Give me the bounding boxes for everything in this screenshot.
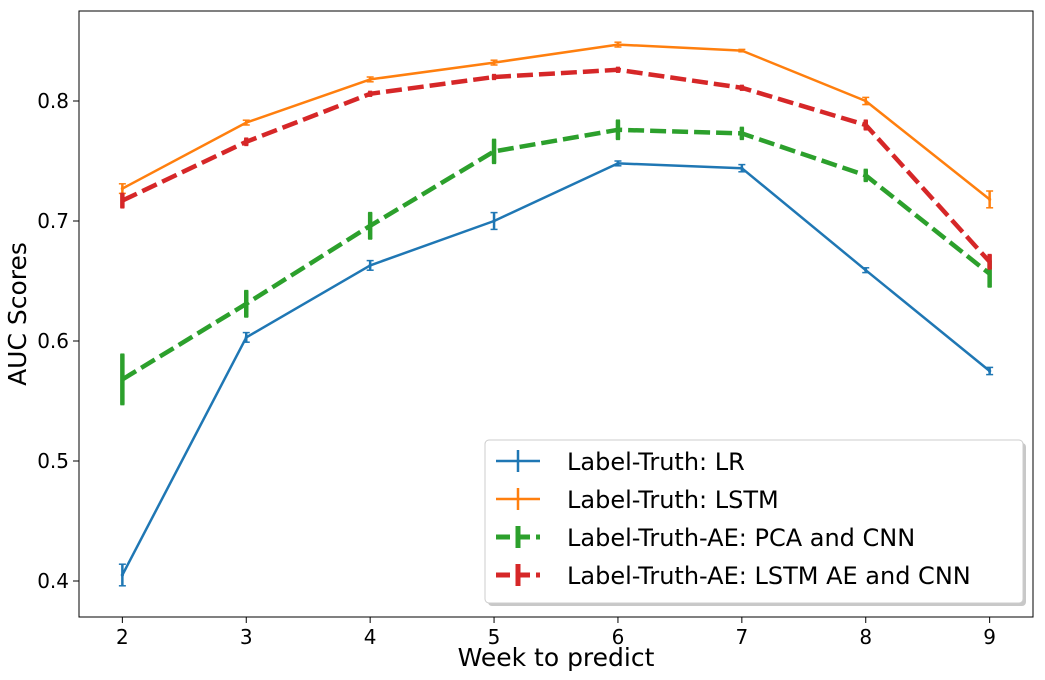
- data-point: [864, 123, 868, 127]
- axes-frame: [78, 10, 1034, 618]
- data-point: [740, 166, 744, 170]
- x-tick-label: 7: [735, 625, 748, 649]
- legend-label: Label-Truth-AE: LSTM AE and CNN: [567, 562, 971, 590]
- data-point: [120, 377, 124, 381]
- data-point: [740, 49, 744, 53]
- x-axis-label: Week to predict: [458, 643, 655, 672]
- x-tick-label: 3: [240, 625, 253, 649]
- legend-box: [484, 439, 1024, 604]
- data-point: [120, 573, 124, 577]
- y-tick-label: 0.5: [37, 449, 69, 473]
- x-tick-label: 6: [612, 625, 625, 649]
- data-point: [492, 61, 496, 65]
- x-axis: 2 3 4 5 6 7 8 9: [116, 617, 996, 649]
- series-3: [120, 119, 992, 406]
- data-point: [244, 140, 248, 144]
- x-tick-label: 4: [364, 625, 377, 649]
- data-point: [988, 369, 992, 373]
- data-point: [864, 99, 868, 103]
- y-axis-label: AUC Scores: [3, 242, 32, 386]
- x-tick-label: 2: [116, 625, 129, 649]
- data-point: [368, 224, 372, 228]
- series-4: [120, 66, 992, 270]
- series-line: [121, 43, 991, 201]
- x-tick-label: 9: [983, 625, 996, 649]
- series-line: [121, 162, 991, 576]
- x-tick-label: 5: [488, 625, 501, 649]
- data-point: [244, 121, 248, 125]
- data-point: [616, 161, 620, 165]
- x-tick-label: 8: [859, 625, 872, 649]
- data-point: [492, 75, 496, 79]
- data-point: [492, 149, 496, 153]
- y-axis: 0.4 0.5 0.6 0.7 0.8: [37, 89, 79, 593]
- data-point: [244, 302, 248, 306]
- data-point: [616, 43, 620, 47]
- series-2: [118, 41, 994, 209]
- y-tick-label: 0.8: [37, 89, 69, 113]
- data-point: [492, 219, 496, 223]
- series-line: [121, 67, 992, 264]
- y-tick-label: 0.6: [37, 329, 69, 353]
- series-line: [121, 127, 992, 382]
- data-point: [740, 86, 744, 90]
- data-point: [368, 263, 372, 267]
- legend-label: Label-Truth: LSTM: [567, 486, 779, 514]
- data-point: [616, 128, 620, 132]
- legend: Label-Truth: LR Label-Truth: LSTM Label-Tr…: [484, 439, 1026, 606]
- data-point: [988, 272, 992, 276]
- legend-label: Label-Truth: LR: [567, 448, 745, 476]
- data-point: [864, 268, 868, 272]
- data-point: [988, 197, 992, 201]
- data-point: [368, 92, 372, 96]
- plot-area: [118, 41, 994, 587]
- data-point: [616, 68, 620, 72]
- series-1: [118, 160, 994, 587]
- legend-label: Label-Truth-AE: PCA and CNN: [567, 524, 915, 552]
- data-point: [864, 173, 868, 177]
- data-point: [244, 335, 248, 339]
- data-point: [120, 187, 124, 191]
- y-tick-label: 0.7: [37, 209, 69, 233]
- data-point: [740, 131, 744, 135]
- y-tick-label: 0.4: [37, 569, 69, 593]
- data-point: [368, 77, 372, 81]
- data-point: [988, 260, 992, 264]
- data-point: [120, 199, 124, 203]
